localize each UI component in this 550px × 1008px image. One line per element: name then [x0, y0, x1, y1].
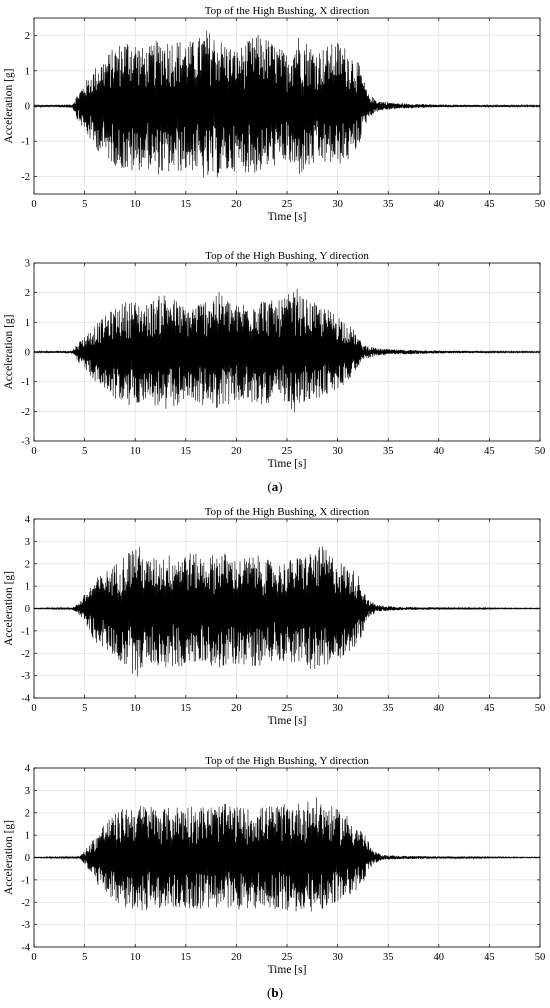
y-tick-label: -2 [21, 172, 30, 183]
y-tick-label: -4 [21, 943, 30, 954]
x-tick-label: 5 [82, 703, 87, 714]
x-tick-label: 10 [130, 446, 141, 457]
x-tick-label: 25 [282, 199, 293, 210]
x-tick-label: 5 [82, 446, 87, 457]
chart-title: Top of the High Bushing, X direction [205, 5, 370, 17]
y-tick-label: -2 [21, 898, 30, 909]
x-tick-label: 45 [484, 703, 495, 714]
acceleration-series-line [33, 546, 541, 677]
chart-panel: 0 5 10 15 20 25 30 35 40 45 50 -4 -3 -2 -1 0 1 2 3 4 Top of … [3, 755, 545, 976]
y-tick-label: -1 [21, 626, 30, 637]
x-tick-label: 35 [383, 952, 394, 963]
y-axis-label: Acceleration [g] [3, 820, 15, 895]
x-tick-label: 35 [383, 703, 394, 714]
acceleration-series-line [33, 797, 541, 912]
chart-panel: 0 5 10 15 20 25 30 35 40 45 50 -4 -3 -2 -1 0 1 2 3 4 Top of … [3, 506, 545, 727]
y-tick-label: 3 [25, 259, 30, 270]
y-tick-label: 1 [25, 318, 30, 329]
x-axis-label: Time [s] [268, 458, 307, 470]
y-tick-label: -3 [21, 437, 30, 448]
x-axis-label: Time [s] [268, 964, 307, 976]
x-tick-label: 30 [332, 952, 343, 963]
x-tick-label: 50 [535, 446, 546, 457]
y-tick-label: 3 [25, 786, 30, 797]
x-tick-label: 50 [535, 703, 546, 714]
x-tick-label: 50 [535, 952, 546, 963]
x-tick-label: 45 [484, 952, 495, 963]
y-tick-label: 1 [25, 66, 30, 77]
x-tick-label: 5 [82, 952, 87, 963]
x-tick-label: 25 [282, 703, 293, 714]
y-tick-label: 2 [25, 808, 30, 819]
x-tick-label: 30 [332, 446, 343, 457]
x-tick-label: 20 [231, 703, 242, 714]
x-tick-label: 50 [535, 199, 546, 210]
x-tick-label: 35 [383, 446, 394, 457]
y-axis-label: Acceleration [g] [3, 314, 15, 389]
x-tick-label: 40 [434, 703, 445, 714]
x-tick-label: 5 [82, 199, 87, 210]
x-tick-label: 15 [181, 703, 192, 714]
x-axis-label: Time [s] [268, 715, 307, 727]
y-tick-label: -2 [21, 649, 30, 660]
y-tick-label: -1 [21, 377, 30, 388]
chart-title: Top of the High Bushing, Y direction [205, 755, 369, 767]
y-tick-label: 2 [25, 288, 30, 299]
subfigure-caption: (b) [267, 985, 283, 1000]
y-tick-label: 0 [25, 102, 30, 113]
y-tick-label: -1 [21, 875, 30, 886]
y-tick-label: 2 [25, 31, 30, 42]
acceleration-series-line [33, 30, 541, 178]
x-tick-label: 20 [231, 446, 242, 457]
x-tick-label: 45 [484, 446, 495, 457]
x-tick-label: 10 [130, 952, 141, 963]
y-tick-label: -2 [21, 407, 30, 418]
x-tick-label: 35 [383, 199, 394, 210]
x-tick-label: 0 [31, 703, 36, 714]
x-tick-label: 40 [434, 952, 445, 963]
y-tick-label: 4 [25, 764, 31, 775]
y-tick-label: 1 [25, 831, 30, 842]
chart-panel: 0 5 10 15 20 25 30 35 40 45 50 -2 -1 0 1 2 Top of the Hi… [3, 5, 545, 223]
y-tick-label: -1 [21, 137, 30, 148]
x-tick-label: 20 [231, 199, 242, 210]
x-tick-label: 45 [484, 199, 495, 210]
y-tick-label: 1 [25, 582, 30, 593]
x-tick-label: 25 [282, 446, 293, 457]
y-tick-label: -3 [21, 671, 30, 682]
x-tick-label: 0 [31, 952, 36, 963]
y-tick-label: -4 [21, 694, 30, 705]
y-tick-label: 0 [25, 604, 30, 615]
chart-title: Top of the High Bushing, X direction [205, 506, 370, 518]
x-tick-label: 30 [332, 199, 343, 210]
y-tick-label: 3 [25, 537, 30, 548]
x-tick-label: 15 [181, 199, 192, 210]
y-axis-label: Acceleration [g] [3, 571, 15, 646]
subfigure-caption: (a) [267, 479, 282, 494]
x-tick-label: 40 [434, 199, 445, 210]
x-tick-label: 15 [181, 446, 192, 457]
x-axis-label: Time [s] [268, 211, 307, 223]
x-tick-label: 15 [181, 952, 192, 963]
x-tick-label: 10 [130, 199, 141, 210]
x-tick-label: 30 [332, 703, 343, 714]
y-tick-label: 2 [25, 559, 30, 570]
x-tick-label: 0 [31, 199, 36, 210]
chart-title: Top of the High Bushing, Y direction [205, 250, 369, 262]
y-axis-label: Acceleration [g] [3, 68, 15, 143]
x-tick-label: 0 [31, 446, 36, 457]
x-tick-label: 10 [130, 703, 141, 714]
y-tick-label: 0 [25, 853, 30, 864]
x-tick-label: 40 [434, 446, 445, 457]
y-tick-label: 0 [25, 348, 30, 359]
acceleration-series-line [33, 288, 541, 413]
chart-panel: 0 5 10 15 20 25 30 35 40 45 50 -3 -2 -1 0 1 2 3 Top of the… [3, 250, 545, 470]
x-tick-label: 20 [231, 952, 242, 963]
x-tick-label: 25 [282, 952, 293, 963]
y-tick-label: 4 [25, 515, 31, 526]
y-tick-label: -3 [21, 920, 30, 931]
